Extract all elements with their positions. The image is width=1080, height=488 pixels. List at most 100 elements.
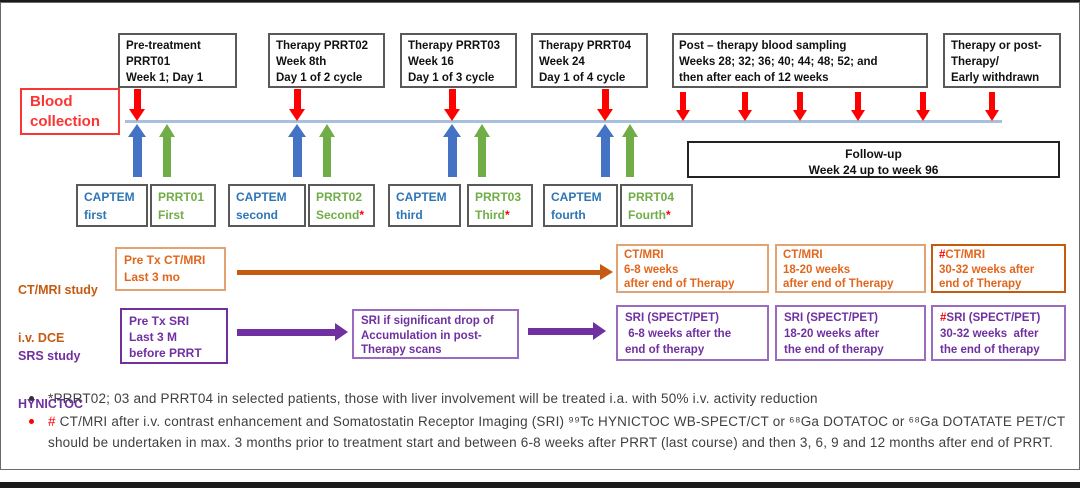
ctmri-text: CT/MRI [783,249,823,261]
srs-text: Accumulation in post- [361,329,482,342]
schedule-text: Day 1 of 3 cycle [408,72,495,84]
blood-draw-arrow-icon [676,92,690,121]
schedule-text: Therapy/ [951,56,999,68]
schedule-box-prrt02: Therapy PRRT02 Week 8th Day 1 of 2 cycle [268,33,385,88]
srs-box-6-8-weeks: SRI (SPECT/PET) 6-8 weeks after the end … [616,305,769,361]
frame-bottom-rule [0,482,1080,488]
ctmri-box-6-8-weeks: CT/MRI 6-8 weeks after end of Therapy [616,244,769,293]
blood-draw-arrow-icon [289,89,305,121]
blood-collection-text: Blood [30,93,73,110]
asterisk-marker: * [505,208,510,222]
ctmri-text: after end of Therapy [783,278,894,290]
ctmri-text: #CT/MRI [939,249,986,261]
label-box-captem-third: CAPTEM third [388,184,461,227]
asterisk-marker: * [666,208,671,222]
label-text: first [84,208,107,222]
srs-text: 30-32 weeks after [940,328,1039,340]
label-box-captem-first: CAPTEM first [76,184,148,227]
hash-marker: # [940,312,947,324]
label-text: PRRT01 [158,190,205,204]
ctmri-text: 18-20 weeks [783,263,851,276]
ctmri-text: CT/MRI [624,249,664,261]
schedule-text: Week 1; Day 1 [126,72,204,84]
followup-text: Week 24 up to week 96 [808,163,939,177]
schedule-text: Week 16 [408,56,454,68]
label-box-prrt01-first: PRRT01 First [150,184,216,227]
followup-box: Follow-up Week 24 up to week 96 [687,141,1060,178]
label-text: PRRT04 [628,190,675,204]
label-box-captem-second: CAPTEM second [228,184,306,227]
srs-text: SRI (SPECT/PET) [625,312,719,324]
ctmri-pre-box: Pre Tx CT/MRI Last 3 mo [115,247,226,291]
blood-collection-text: collection [30,113,101,130]
blood-draw-arrow-icon [597,89,613,121]
srs-row-label: SRS study HYNICTOC [18,349,84,411]
srs-text: the end of therapy [940,344,1040,356]
ctmri-row-label: CT/MRI study i.v. DCE [18,283,98,345]
srs-flow-arrow-icon [528,322,606,340]
srs-conditional-box: SRI if significant drop of Accumulation … [352,309,519,359]
ctmri-text: after end of Therapy [624,278,735,290]
srs-text: SRI (SPECT/PET) [784,312,878,324]
schedule-box-post-therapy-sampling: Post – therapy blood sampling Weeks 28; … [672,33,928,88]
label-text: PRRT02 [316,190,363,204]
asterisk-marker: * [359,208,365,222]
blood-draw-arrow-icon [793,92,807,121]
srs-text: 18-20 weeks after [784,328,880,340]
blood-draw-arrow-icon [985,92,999,121]
schedule-text: Day 1 of 4 cycle [539,72,626,84]
blood-collection-label: Blood collection [20,88,120,135]
frame-top-rule [0,0,1080,3]
schedule-text: Early withdrawn [951,72,1040,84]
blood-draw-arrow-icon [129,89,145,121]
ctmri-box-18-20-weeks: CT/MRI 18-20 weeks after end of Therapy [775,244,926,293]
schedule-text: Week 24 [539,56,585,68]
schedule-text: Post – therapy blood sampling [679,40,847,52]
ctmri-text: 30-32 weeks after [939,263,1035,276]
footnote-bullet-icon [29,419,34,424]
label-text: First [158,208,185,222]
label-box-prrt04-fourth: PRRT04 Fourth* [620,184,693,227]
footnote-asterisk: *PRRT02; 03 and PRRT04 in selected patie… [48,391,818,406]
srs-box-30-32-weeks: #SRI (SPECT/PET) 30-32 weeks after the e… [931,305,1066,361]
label-text: Fourth* [628,208,671,222]
prrt-arrow-icon [319,124,335,177]
schedule-text: Pre-treatment [126,40,201,52]
prrt-arrow-icon [474,124,490,177]
ctmri-flow-arrow-icon [237,264,613,280]
captem-arrow-icon [443,124,461,177]
captem-arrow-icon [596,124,614,177]
srs-flow-arrow-icon [237,323,348,341]
label-text: PRRT03 [475,190,522,204]
schedule-text: Therapy PRRT03 [408,40,501,52]
label-box-captem-fourth: CAPTEM fourth [543,184,618,227]
label-text: CAPTEM [396,190,447,204]
schedule-text: Therapy PRRT04 [539,40,632,52]
ctmri-text: Last 3 mo [124,270,181,284]
blood-draw-arrow-icon [851,92,865,121]
schedule-box-early-withdrawn: Therapy or post- Therapy/ Early withdraw… [943,33,1061,88]
schedule-text: PRRT01 [126,56,171,68]
blood-draw-arrow-icon [738,92,752,121]
label-text: CAPTEM [84,190,135,204]
schedule-box-prrt03: Therapy PRRT03 Week 16 Day 1 of 3 cycle [400,33,517,88]
hash-marker: # [939,249,946,261]
label-box-prrt02-second: PRRT02 Second* [308,184,375,227]
footnote-hash: # CT/MRI after i.v. contrast enhancement… [48,414,1066,450]
prrt-arrow-icon [622,124,638,177]
srs-text: SRI if significant drop of [361,315,494,327]
label-box-prrt03-third: PRRT03 Third* [467,184,533,227]
blood-draw-arrow-icon [444,89,460,121]
footnote-bullet-icon [29,396,34,401]
label-text: Third* [475,208,510,222]
captem-arrow-icon [288,124,306,177]
schedule-box-prrt01: Pre-treatment PRRT01 Week 1; Day 1 [118,33,237,88]
srs-text: the end of therapy [784,344,884,356]
captem-arrow-icon [128,124,146,177]
schedule-text: Therapy PRRT02 [276,40,369,52]
label-text: third [396,208,423,222]
ctmri-text: end of Therapy [939,278,1022,290]
followup-text: Follow-up [845,147,902,161]
srs-text: Pre Tx SRI [129,314,190,328]
